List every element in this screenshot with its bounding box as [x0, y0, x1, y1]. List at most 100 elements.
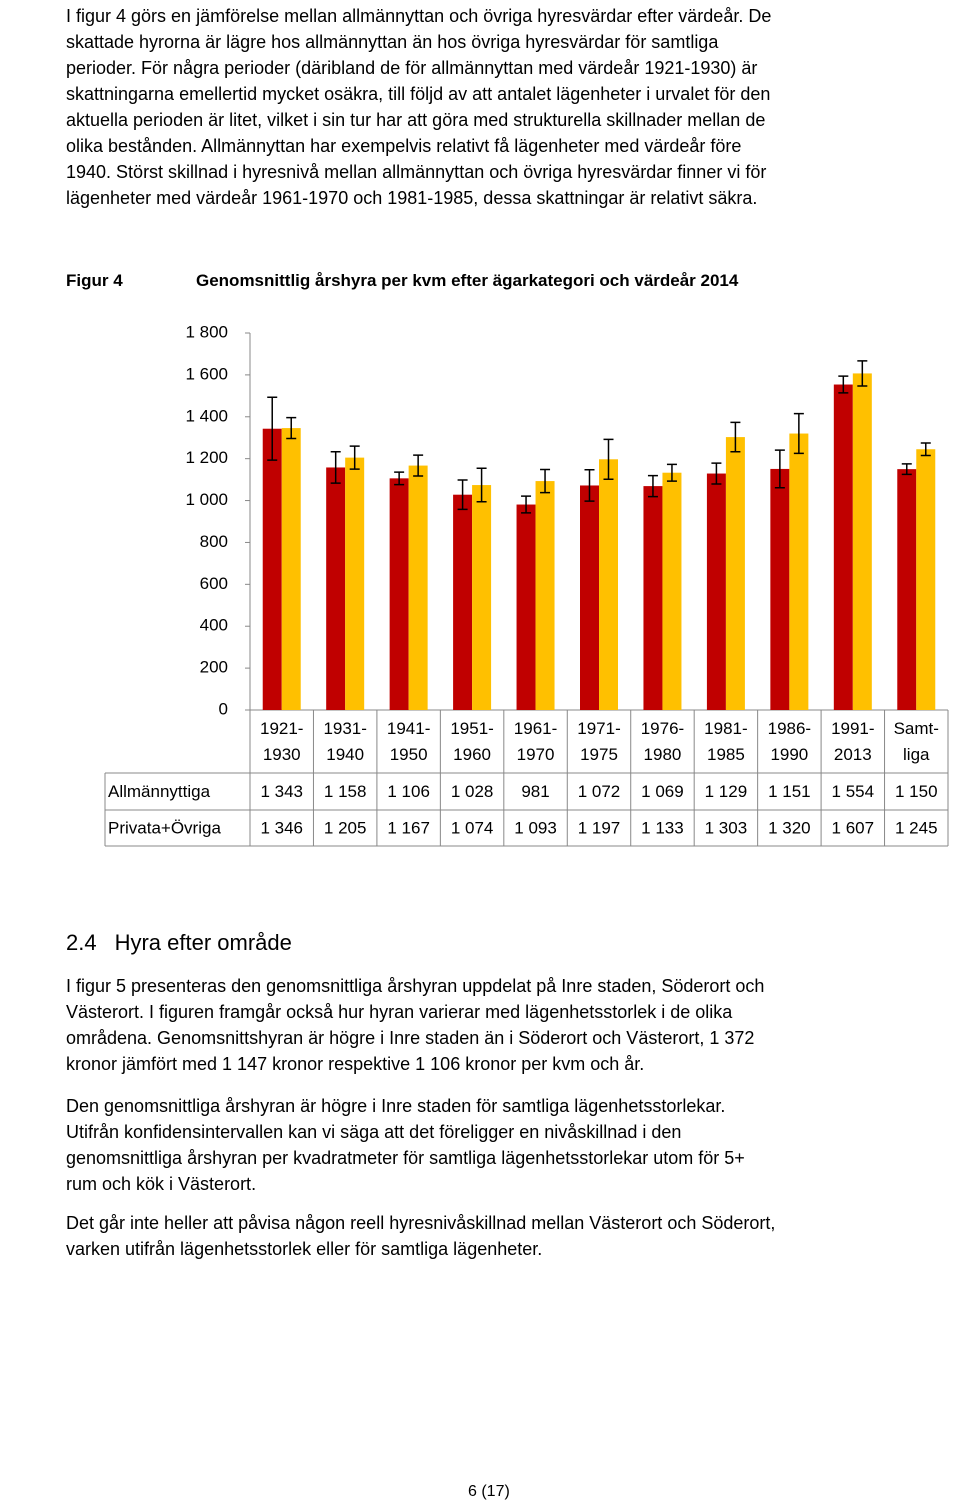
bar — [916, 449, 936, 710]
x-tick-label: 1991-2013 — [831, 719, 874, 764]
x-tick-label: 1941-1950 — [387, 719, 430, 764]
error-bar — [730, 421, 741, 453]
x-tick-label: Samt-liga — [894, 719, 939, 764]
table-value: 1 158 — [324, 782, 367, 801]
x-tick-label: 1986-1990 — [768, 719, 811, 764]
text-line: perioder. För några perioder (däribland … — [66, 58, 758, 78]
text-line: områdena. Genomsnittshyran är högre i In… — [66, 1028, 755, 1048]
error-bar — [349, 445, 360, 470]
error-bar — [666, 463, 677, 482]
text-line: varken utifrån lägenhetsstorlek eller fö… — [66, 1239, 543, 1259]
bar — [789, 433, 809, 710]
text-line: skattade hyrorna är lägre hos allmännytt… — [66, 32, 719, 52]
error-bar — [267, 396, 278, 461]
table-value: 1 151 — [768, 782, 811, 801]
bar — [770, 468, 790, 710]
y-tick-label: 200 — [200, 658, 228, 677]
chart-title: Genomsnittlig årshyra per kvm efter ägar… — [196, 271, 739, 290]
text-line: Västerort. I figuren framgår också hur h… — [66, 1002, 733, 1022]
error-bar — [857, 360, 868, 387]
table-value: 1 245 — [895, 818, 938, 837]
y-tick-label: 1 400 — [185, 406, 228, 425]
paragraph: Den genomsnittliga årshyran är högre i I… — [66, 1093, 745, 1197]
table-value: 1 129 — [705, 782, 748, 801]
table-value: 1 607 — [832, 818, 875, 837]
error-bar — [920, 442, 931, 457]
x-tick-label: 1971-1975 — [577, 719, 620, 764]
text-line: 1940. Störst skillnad i hyresnivå mellan… — [66, 162, 767, 182]
paragraph: Det går inte heller att påvisa någon ree… — [66, 1210, 775, 1262]
error-bar — [413, 454, 424, 477]
legend-label: Privata+Övriga — [108, 818, 221, 837]
x-tick-label: 1976-1980 — [641, 719, 684, 764]
table-value: 1 072 — [578, 782, 621, 801]
bar — [580, 485, 599, 710]
table-value: 1 069 — [641, 782, 684, 801]
bar — [345, 457, 365, 710]
x-tick-label: 1961-1970 — [514, 719, 557, 764]
text-line: Utifrån konfidensintervallen kan vi säga… — [66, 1122, 682, 1142]
x-tick-label: 1921-1930 — [260, 719, 303, 764]
error-bar — [793, 412, 804, 455]
error-bar — [476, 467, 487, 503]
y-tick-label: 1 000 — [185, 490, 228, 509]
y-tick-label: 1 600 — [185, 364, 228, 383]
error-bar — [838, 375, 849, 394]
table-value: 1 343 — [260, 782, 303, 801]
table-value: 1 303 — [705, 818, 748, 837]
table-value: 1 106 — [387, 782, 430, 801]
bar — [833, 384, 853, 710]
error-bar — [457, 479, 468, 511]
error-bar — [394, 471, 405, 486]
text-line: rum och kök i Västerort. — [66, 1174, 257, 1194]
table-value: 1 167 — [387, 818, 430, 837]
error-bar — [774, 449, 785, 489]
section-title: Hyra efter område — [114, 930, 292, 955]
text-line: genomsnittliga årshyran per kvadratmeter… — [66, 1148, 745, 1168]
error-bar — [286, 416, 297, 440]
error-bar — [711, 462, 722, 485]
y-tick-label: 1 800 — [185, 322, 228, 341]
bar — [326, 467, 346, 710]
error-bar — [647, 474, 658, 498]
bar — [897, 469, 917, 710]
y-tick-label: 1 200 — [185, 448, 228, 467]
bar — [535, 481, 555, 710]
table-value: 1 028 — [451, 782, 494, 801]
table-value: 1 074 — [451, 818, 494, 837]
section-number: 2.4 — [66, 930, 97, 955]
bar — [643, 486, 663, 710]
bar — [453, 494, 473, 710]
text-line: olika bestånden. Allmännyttan har exempe… — [66, 136, 742, 156]
bar — [706, 473, 726, 710]
error-bar — [540, 468, 551, 494]
section-heading: 2.4 Hyra efter område — [66, 930, 292, 956]
table-value: 1 320 — [768, 818, 811, 837]
text-line: I figur 5 presenteras den genomsnittliga… — [66, 976, 765, 996]
text-line: aktuella perioden är litet, vilket i sin… — [66, 110, 766, 130]
table-value: 1 093 — [514, 818, 557, 837]
y-tick-label: 600 — [200, 574, 228, 593]
table-value: 1 346 — [260, 818, 303, 837]
table-value: 1 133 — [641, 818, 684, 837]
bar — [281, 428, 301, 710]
figure-label: Figur 4 — [66, 271, 123, 290]
bar — [472, 485, 492, 710]
table-value: 1 554 — [832, 782, 875, 801]
x-tick-label: 1931-1940 — [323, 719, 366, 764]
table-value: 981 — [521, 782, 549, 801]
y-tick-label: 0 — [219, 699, 228, 718]
text-line: skattningarna emellertid mycket osäkra, … — [66, 84, 771, 104]
text-line: Den genomsnittliga årshyran är högre i I… — [66, 1096, 726, 1116]
error-bar — [901, 463, 912, 476]
bar — [516, 504, 536, 710]
bar — [262, 428, 282, 710]
text-line: Det går inte heller att påvisa någon ree… — [66, 1213, 776, 1233]
x-tick-label: 1951-1960 — [450, 719, 493, 764]
table-value: 1 150 — [895, 782, 938, 801]
table-value: 1 197 — [578, 818, 621, 837]
table-value: 1 205 — [324, 818, 367, 837]
error-bar — [330, 451, 341, 484]
text-line: lägenheter med värdeår 1961-1970 och 198… — [66, 188, 758, 208]
